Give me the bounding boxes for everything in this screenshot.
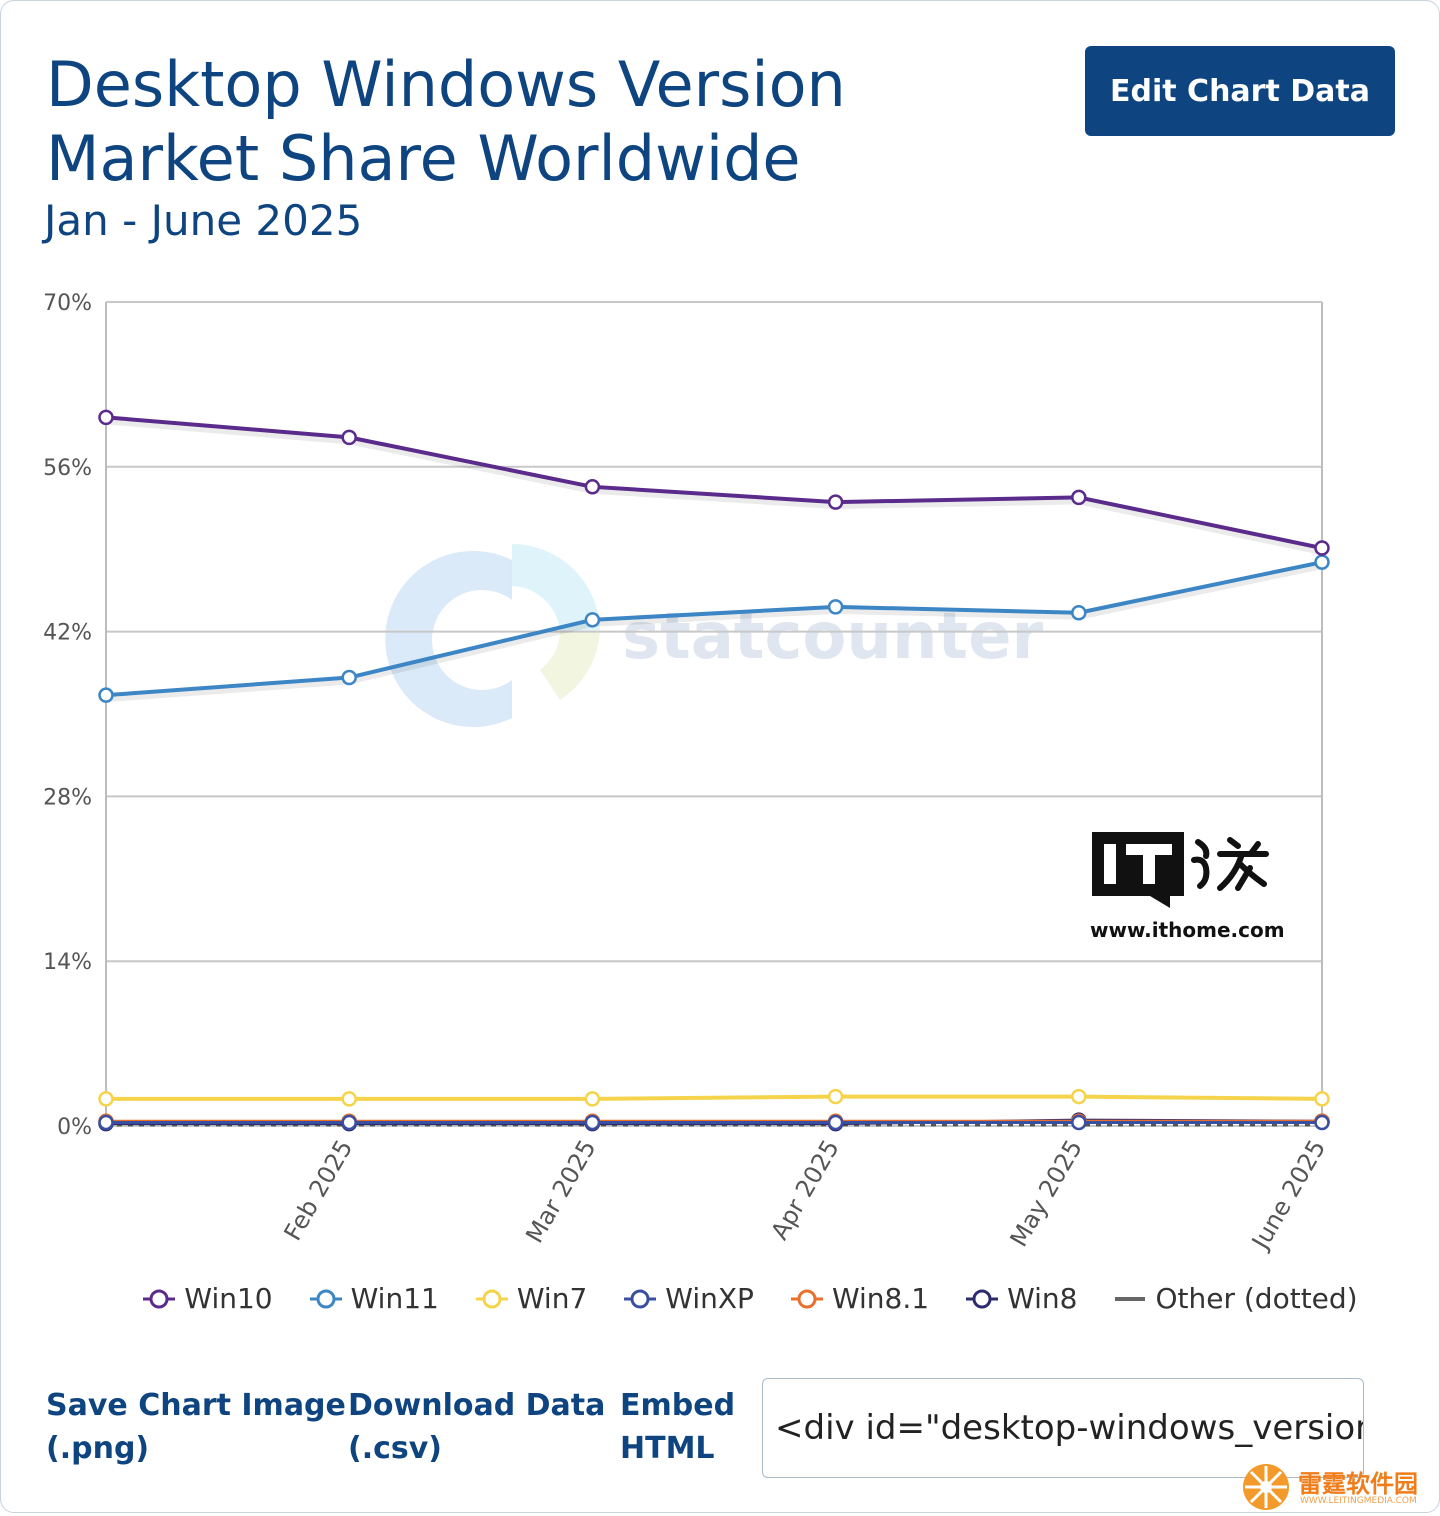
embed-html-label: Embed HTML xyxy=(620,1384,735,1470)
legend-item-win8-1[interactable]: Win8.1 xyxy=(790,1282,929,1315)
legend-item-other-dotted-[interactable]: Other (dotted) xyxy=(1113,1282,1358,1315)
save-chart-image-format: (.png) xyxy=(46,1431,150,1466)
leiting-logo-icon xyxy=(1243,1464,1289,1510)
legend-item-win11[interactable]: Win11 xyxy=(309,1282,439,1315)
leiting-name: 雷霆软件园 xyxy=(1298,1470,1418,1498)
chart-subtitle: Jan - June 2025 xyxy=(44,196,363,245)
data-point xyxy=(1071,1114,1087,1131)
legend-label: WinXP xyxy=(665,1282,754,1315)
data-point xyxy=(98,1091,114,1107)
chart-title: Desktop Windows Version Market Share Wor… xyxy=(46,48,846,195)
data-point xyxy=(584,1091,601,1107)
data-point xyxy=(98,687,114,703)
legend-item-winxp[interactable]: WinXP xyxy=(623,1282,754,1315)
data-point xyxy=(827,1088,844,1105)
series-shadow xyxy=(105,563,1323,703)
embed-label-line2: HTML xyxy=(620,1431,715,1466)
data-point xyxy=(341,669,357,686)
data-point xyxy=(1314,1091,1330,1107)
legend-line-icon xyxy=(1115,1296,1146,1301)
statcounter-ring-segment xyxy=(512,544,600,632)
x-tick-label: May 2025 xyxy=(1005,1135,1088,1251)
legend-label: Win8 xyxy=(1007,1282,1078,1315)
data-point xyxy=(827,494,844,510)
x-tick-label: June 2025 xyxy=(1245,1135,1331,1256)
legend-label: Win11 xyxy=(350,1282,439,1315)
leiting-watermark: 雷霆软件园 WWW.LEITINGMEDIA.COM xyxy=(1240,1462,1440,1512)
legend-marker-icon xyxy=(143,1289,176,1308)
y-tick-label: 0% xyxy=(57,1115,92,1140)
data-point xyxy=(1071,1088,1087,1105)
y-tick-label: 70% xyxy=(43,291,92,316)
legend-label: Win8.1 xyxy=(831,1282,930,1315)
legend-marker-icon xyxy=(790,1289,823,1308)
data-point xyxy=(341,1114,357,1131)
ithome-watermark: www.ithome.com xyxy=(1090,830,1290,950)
legend-marker-icon xyxy=(966,1289,999,1308)
x-tick-label: Apr 2025 xyxy=(765,1135,844,1244)
save-chart-image-label: Save Chart Image xyxy=(46,1388,346,1423)
data-point xyxy=(827,599,844,615)
data-point xyxy=(584,612,601,628)
series-shadow xyxy=(105,418,1323,555)
statcounter-watermark: statcounter xyxy=(385,544,1044,727)
series-line-win7 xyxy=(106,1094,1323,1101)
data-point xyxy=(1314,1114,1330,1131)
legend-label: Win10 xyxy=(184,1282,273,1315)
series-line-win11 xyxy=(105,560,1323,698)
download-data-label: Download Data xyxy=(348,1388,606,1423)
legend-label: Other (dotted) xyxy=(1155,1282,1358,1315)
data-point xyxy=(98,1114,114,1131)
download-data-link[interactable]: Download Data (.csv) xyxy=(348,1384,605,1470)
chart-legend: Win10 Win11 Win7 WinXP Win8.1 Win8 Other (dott… xyxy=(0,1282,1440,1315)
embed-label-line1: Embed xyxy=(620,1388,736,1423)
data-point xyxy=(584,479,601,495)
statcounter-ring-segment-2 xyxy=(540,632,600,700)
x-tick-label: Feb 2025 xyxy=(279,1135,359,1245)
y-tick-label: 28% xyxy=(43,785,92,810)
download-data-format: (.csv) xyxy=(348,1431,443,1466)
legend-marker-icon xyxy=(624,1289,657,1308)
leiting-url: WWW.LEITINGMEDIA.COM xyxy=(1300,1496,1417,1506)
x-tick-label: Mar 2025 xyxy=(520,1135,601,1248)
edit-chart-data-button[interactable]: Edit Chart Data xyxy=(1085,46,1395,136)
ithome-logo-icon xyxy=(1092,832,1269,908)
data-point xyxy=(341,429,357,446)
embed-code-input[interactable] xyxy=(762,1378,1364,1478)
data-point xyxy=(1071,489,1087,506)
data-point xyxy=(1071,605,1087,621)
legend-marker-icon xyxy=(475,1289,508,1308)
y-tick-label: 14% xyxy=(43,950,92,975)
legend-label: Win7 xyxy=(516,1282,588,1315)
statcounter-ring-icon xyxy=(385,551,512,727)
data-point xyxy=(98,409,114,426)
y-tick-label: 42% xyxy=(43,621,92,646)
legend-item-win8[interactable]: Win8 xyxy=(965,1282,1077,1315)
legend-item-win7[interactable]: Win7 xyxy=(475,1282,587,1315)
data-point xyxy=(1314,554,1330,570)
save-chart-image-link[interactable]: Save Chart Image (.png) xyxy=(46,1384,346,1470)
legend-item-win10[interactable]: Win10 xyxy=(142,1282,273,1315)
series-line-win10 xyxy=(105,415,1323,550)
data-point xyxy=(827,1114,844,1131)
legend-marker-icon xyxy=(309,1289,342,1308)
line-chart: statcounter 0% 14% 28% 42% 56% 70% Feb 2025 Mar … xyxy=(43,291,1331,1256)
data-point xyxy=(584,1114,601,1131)
ithome-url: www.ithome.com xyxy=(1090,918,1285,942)
data-point xyxy=(1314,540,1330,556)
y-tick-label: 56% xyxy=(43,456,92,481)
data-point xyxy=(341,1091,357,1107)
